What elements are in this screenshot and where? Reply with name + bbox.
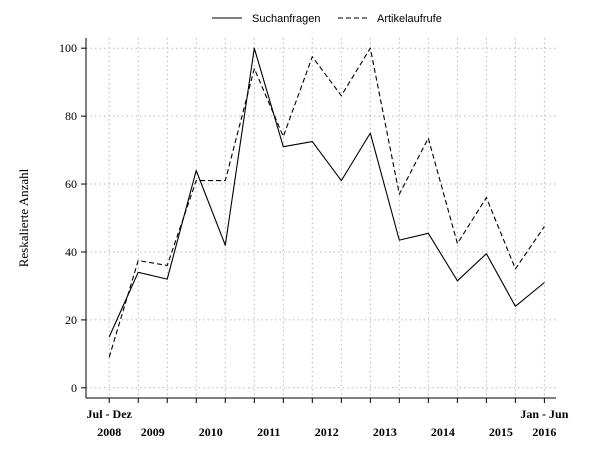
x-tick-label: 2011	[257, 425, 280, 439]
legend-label-artikelaufrufe: Artikelaufrufe	[377, 13, 442, 25]
series-layer	[108, 47, 545, 358]
legend: Suchanfragen Artikelaufrufe	[212, 13, 442, 25]
y-tick-label: 0	[71, 381, 77, 395]
x-tick-label: 2012	[315, 425, 339, 439]
y-tick-label: 20	[65, 313, 77, 327]
grid-layer	[86, 38, 556, 398]
y-tick-label: 80	[65, 109, 77, 123]
legend-label-suchanfragen: Suchanfragen	[252, 13, 321, 25]
series-line-suchanfragen	[108, 47, 545, 338]
y-tick-label: 60	[65, 177, 77, 191]
x-tick-layer: Jul - Dez 2008 2009 2010 2011 2012 2013 2014 201…	[87, 398, 569, 439]
x-tick-label: 2013	[373, 425, 397, 439]
x-tick-label: 2009	[141, 425, 165, 439]
y-tick-layer: 0 20 40 60 80 100	[59, 41, 86, 395]
x-tick-label-upper: Jul - Dez	[87, 407, 133, 421]
x-tick-label-upper: Jan - Jun	[520, 407, 568, 421]
x-tick-label: 2014	[431, 425, 455, 439]
axis-layer	[85, 38, 556, 399]
x-tick-label: 2008	[97, 425, 121, 439]
x-tick-label: 2016	[532, 425, 556, 439]
x-tick-label: 2010	[199, 425, 223, 439]
x-tick-label: 2015	[489, 425, 513, 439]
y-axis-label: Reskalierte Anzahl	[16, 168, 31, 267]
y-tick-label: 40	[65, 245, 77, 259]
series-line-artikelaufrufe	[108, 47, 545, 358]
y-tick-label: 100	[59, 41, 77, 55]
